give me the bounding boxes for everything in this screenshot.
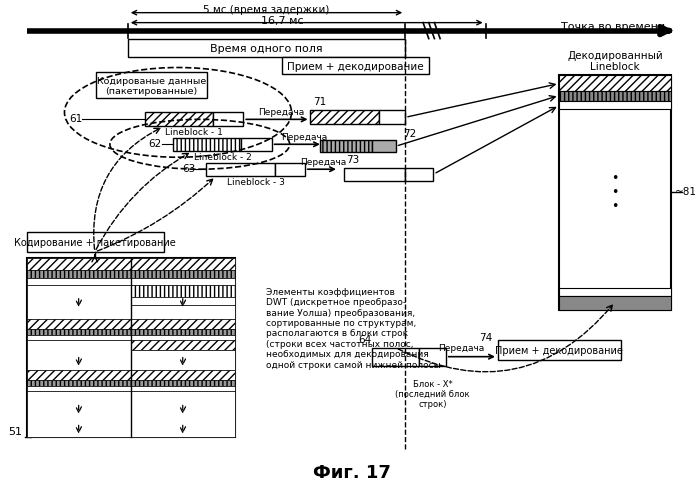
Text: 73: 73 (347, 155, 360, 165)
Bar (131, 285, 235, 297)
Bar (96, 73, 208, 98)
Text: Lineblock - 1: Lineblock - 1 (165, 128, 223, 137)
Bar (498, 340, 621, 360)
Bar (320, 140, 372, 152)
Bar (379, 111, 405, 124)
Bar (27, 386, 235, 391)
Bar (310, 111, 379, 124)
Bar (559, 75, 671, 92)
Bar (206, 163, 275, 176)
Bar (559, 101, 671, 110)
Bar (559, 75, 671, 310)
Bar (131, 340, 235, 350)
Text: Прием + декодирование: Прием + декодирование (496, 346, 624, 356)
Bar (419, 348, 446, 366)
Text: Lineblock - 3: Lineblock - 3 (226, 178, 284, 187)
Text: Время одного поля: Время одного поля (210, 43, 322, 54)
Text: 74: 74 (479, 333, 492, 343)
Bar (145, 112, 213, 126)
Bar (275, 163, 305, 176)
Bar (27, 329, 235, 335)
Text: 62: 62 (149, 139, 162, 150)
Bar (27, 335, 235, 340)
Bar (213, 112, 243, 126)
Text: 63: 63 (182, 164, 195, 174)
Text: Кодированые данные
(пакетированные): Кодированые данные (пакетированные) (97, 77, 206, 96)
Text: Прием + декодирование: Прием + декодирование (287, 61, 424, 72)
Text: 5 мс (время задержки): 5 мс (время задержки) (203, 5, 329, 15)
Bar (131, 297, 235, 305)
Text: Передача: Передача (281, 133, 327, 142)
Text: ~81: ~81 (675, 187, 697, 197)
Text: 64: 64 (358, 335, 371, 345)
Bar (27, 370, 235, 379)
Text: Блок - Х*
(последний блок
строк): Блок - Х* (последний блок строк) (395, 379, 470, 410)
Bar (241, 138, 272, 151)
Text: Передача: Передача (438, 344, 484, 353)
Bar (27, 258, 235, 437)
Bar (27, 391, 131, 437)
Text: Декодированный
Lineblock: Декодированный Lineblock (568, 51, 663, 73)
Bar (344, 168, 405, 181)
Bar (27, 340, 131, 370)
Text: Lineblock - 2: Lineblock - 2 (194, 153, 252, 162)
Bar (128, 38, 405, 56)
Text: Фиг. 17: Фиг. 17 (313, 464, 391, 482)
Bar (27, 278, 235, 285)
Bar (27, 379, 235, 386)
Bar (372, 348, 419, 366)
Bar (131, 350, 235, 370)
Text: Точка во времени: Точка во времени (561, 21, 665, 32)
Bar (27, 232, 164, 252)
Text: 72: 72 (403, 130, 417, 139)
Bar (405, 168, 433, 181)
Bar (559, 288, 671, 296)
Bar (27, 285, 131, 319)
Text: Элементы коэффициентов
DWT (дискретное преобразо-
вание Уолша) преобразования,
с: Элементы коэффициентов DWT (дискретное п… (266, 288, 441, 370)
Bar (173, 138, 241, 151)
Bar (282, 56, 428, 75)
Text: •: • (612, 186, 619, 199)
Bar (27, 319, 235, 329)
Bar (131, 305, 235, 319)
Bar (372, 140, 396, 152)
Bar (559, 296, 671, 310)
Text: •: • (612, 172, 619, 185)
Text: 16,7 мс: 16,7 мс (261, 16, 303, 26)
Bar (559, 92, 671, 101)
Text: 51: 51 (8, 428, 22, 437)
Text: Кодирование + пакетирование: Кодирование + пакетирование (14, 238, 175, 248)
Bar (27, 270, 235, 278)
Bar (131, 391, 235, 437)
Text: 61: 61 (69, 114, 82, 124)
Text: •: • (612, 200, 619, 213)
Text: Передача: Передача (258, 108, 304, 117)
Text: 71: 71 (313, 97, 326, 108)
Bar (27, 258, 235, 270)
Text: Передача: Передача (301, 158, 347, 167)
